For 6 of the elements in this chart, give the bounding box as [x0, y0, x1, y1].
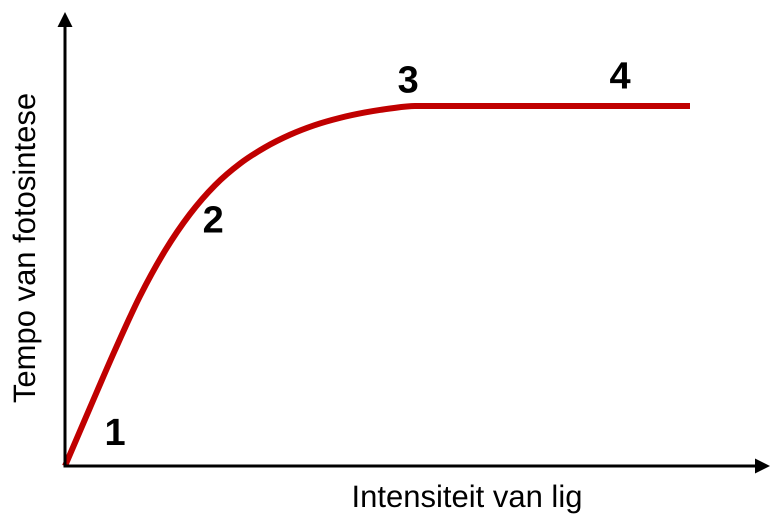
x-axis-title: Intensiteit van lig: [352, 478, 582, 514]
text: 3: [398, 59, 419, 102]
y-axis-title: Tempo van fotosintese: [6, 92, 42, 404]
text: 4: [609, 55, 631, 98]
annotation: 1: [104, 412, 126, 454]
annotation: 2: [202, 199, 224, 242]
